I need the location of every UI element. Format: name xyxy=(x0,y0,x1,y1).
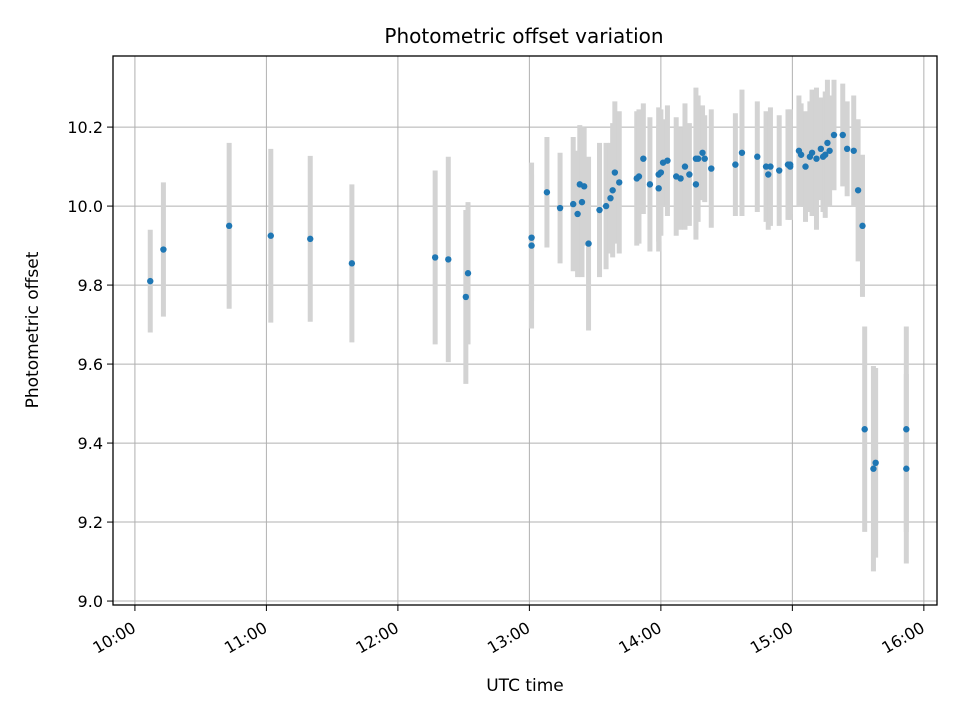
data-point xyxy=(767,163,774,170)
data-point xyxy=(607,194,614,202)
data-point xyxy=(664,157,671,164)
data-point xyxy=(640,155,647,162)
data-point xyxy=(872,459,879,467)
data-point xyxy=(160,246,167,253)
data-point xyxy=(686,171,693,178)
data-point xyxy=(776,167,783,174)
data-point xyxy=(754,153,761,160)
data-point xyxy=(762,163,770,170)
x-axis-title: UTC time xyxy=(486,676,564,696)
error-bars xyxy=(147,79,909,572)
y-tick-label: 10.2 xyxy=(67,118,103,137)
data-point xyxy=(462,293,470,301)
data-point xyxy=(431,254,439,261)
data-point xyxy=(464,270,472,277)
data-point xyxy=(677,175,684,182)
y-tick-label: 9.8 xyxy=(78,276,103,295)
data-point xyxy=(824,139,831,147)
data-point xyxy=(570,200,577,208)
y-tick-label: 9.0 xyxy=(78,592,103,611)
x-tick-label: 16:00 xyxy=(878,618,927,658)
x-axis: 10:00 11:00 12:00 13:00 14:00 15:00 16:00 xyxy=(89,605,928,658)
x-tick-label: 14:00 xyxy=(615,618,664,658)
data-point xyxy=(830,131,838,139)
data-point xyxy=(348,260,356,267)
y-tick-label: 9.4 xyxy=(78,434,103,453)
data-point xyxy=(543,189,551,196)
data-point xyxy=(655,185,662,192)
plot-frame xyxy=(112,55,938,606)
y-tick-label: 9.2 xyxy=(78,513,103,532)
data-point xyxy=(822,151,829,158)
data-point xyxy=(903,465,910,472)
data-point xyxy=(574,210,581,218)
data-point xyxy=(267,232,274,239)
data-point xyxy=(596,206,603,214)
data-point xyxy=(708,165,715,172)
data-point xyxy=(861,426,868,433)
data-point xyxy=(556,204,564,212)
data-point xyxy=(870,465,877,472)
data-point xyxy=(578,198,586,206)
data-point xyxy=(657,169,665,176)
data-point xyxy=(701,155,708,162)
data-point xyxy=(802,163,809,170)
x-tick-label: 15:00 xyxy=(747,618,796,658)
data-point xyxy=(225,222,233,230)
x-tick-label: 12:00 xyxy=(352,618,401,658)
data-point xyxy=(839,131,846,139)
data-point xyxy=(826,147,833,154)
data-point xyxy=(602,202,610,210)
data-point xyxy=(694,155,702,162)
data-point xyxy=(611,169,619,176)
data-point xyxy=(528,234,535,241)
data-point xyxy=(580,183,588,190)
data-point xyxy=(699,149,706,156)
data-point xyxy=(681,163,689,170)
y-tick-label: 10.0 xyxy=(67,197,103,216)
data-point xyxy=(859,222,866,230)
data-point xyxy=(635,173,643,180)
data-point xyxy=(609,187,616,194)
data-point xyxy=(445,256,452,263)
data-point xyxy=(797,151,805,158)
data-point xyxy=(732,161,739,168)
data-point xyxy=(817,145,825,153)
y-axis-title: Photometric offset xyxy=(23,251,43,408)
data-point xyxy=(808,149,816,156)
data-point xyxy=(692,181,700,188)
data-point xyxy=(585,240,592,247)
data-point xyxy=(850,147,857,154)
x-tick-label: 10:00 xyxy=(89,618,138,658)
chart-title: Photometric offset variation xyxy=(384,24,663,48)
data-point xyxy=(765,171,772,178)
x-tick-label: 11:00 xyxy=(221,618,270,658)
data-point xyxy=(854,187,862,194)
data-point xyxy=(528,242,535,249)
x-tick-label: 13:00 xyxy=(484,618,533,658)
data-point xyxy=(307,235,314,243)
y-tick-label: 9.6 xyxy=(78,355,103,374)
data-point xyxy=(147,277,154,285)
data-point xyxy=(738,149,746,156)
data-point xyxy=(616,179,623,186)
data-point xyxy=(786,163,794,170)
data-points xyxy=(147,131,910,472)
data-point xyxy=(813,155,820,162)
data-point xyxy=(646,181,654,188)
data-point xyxy=(903,426,910,433)
data-point xyxy=(843,145,851,153)
y-axis: 9.0 9.2 9.4 9.6 9.8 10.0 10.2 xyxy=(67,118,113,611)
